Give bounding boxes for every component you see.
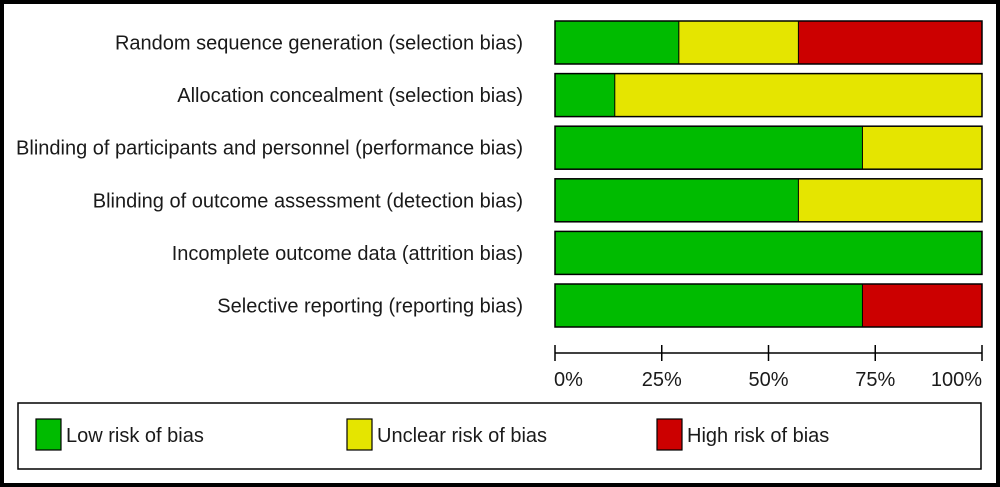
- category-label: Allocation concealment (selection bias): [177, 85, 523, 107]
- legend-swatch: [346, 418, 373, 451]
- bar-outline: [554, 178, 983, 223]
- category-label: Selective reporting (reporting bias): [217, 296, 523, 318]
- bar-segment: [614, 73, 982, 117]
- bar-outline: [554, 20, 983, 65]
- legend-box: [17, 402, 982, 470]
- bar-outline: [554, 230, 983, 276]
- bar-segment: [555, 178, 799, 222]
- bar-outline: [554, 72, 983, 118]
- bar-segment: [798, 21, 982, 64]
- bar-segment: [555, 21, 679, 64]
- bar-segment: [798, 178, 982, 222]
- bar-outline: [554, 125, 983, 170]
- legend-label: Low risk of bias: [66, 425, 204, 447]
- legend-label: High risk of bias: [687, 425, 829, 447]
- legend-swatch: [35, 418, 62, 451]
- category-label: Blinding of participants and personnel (…: [16, 138, 523, 160]
- bar-segment: [555, 73, 615, 117]
- x-tick-label: 100%: [931, 369, 982, 391]
- x-tick-label: 0%: [554, 369, 583, 391]
- category-label: Incomplete outcome data (attrition bias): [172, 243, 523, 265]
- legend-swatch: [656, 418, 683, 451]
- bar-segment: [862, 126, 982, 170]
- bar-segment: [555, 126, 863, 170]
- x-tick-label: 50%: [748, 369, 788, 391]
- bar-outline: [554, 283, 983, 328]
- bar-segment: [678, 21, 799, 64]
- x-tick-label: 25%: [642, 369, 682, 391]
- legend-label: Unclear risk of bias: [377, 425, 547, 447]
- bar-segment: [862, 284, 982, 327]
- bar-segment: [555, 231, 982, 275]
- x-tick-label: 75%: [855, 369, 895, 391]
- bar-segment: [555, 284, 863, 327]
- category-label: Blinding of outcome assessment (detectio…: [93, 190, 523, 212]
- category-label: Random sequence generation (selection bi…: [115, 33, 523, 55]
